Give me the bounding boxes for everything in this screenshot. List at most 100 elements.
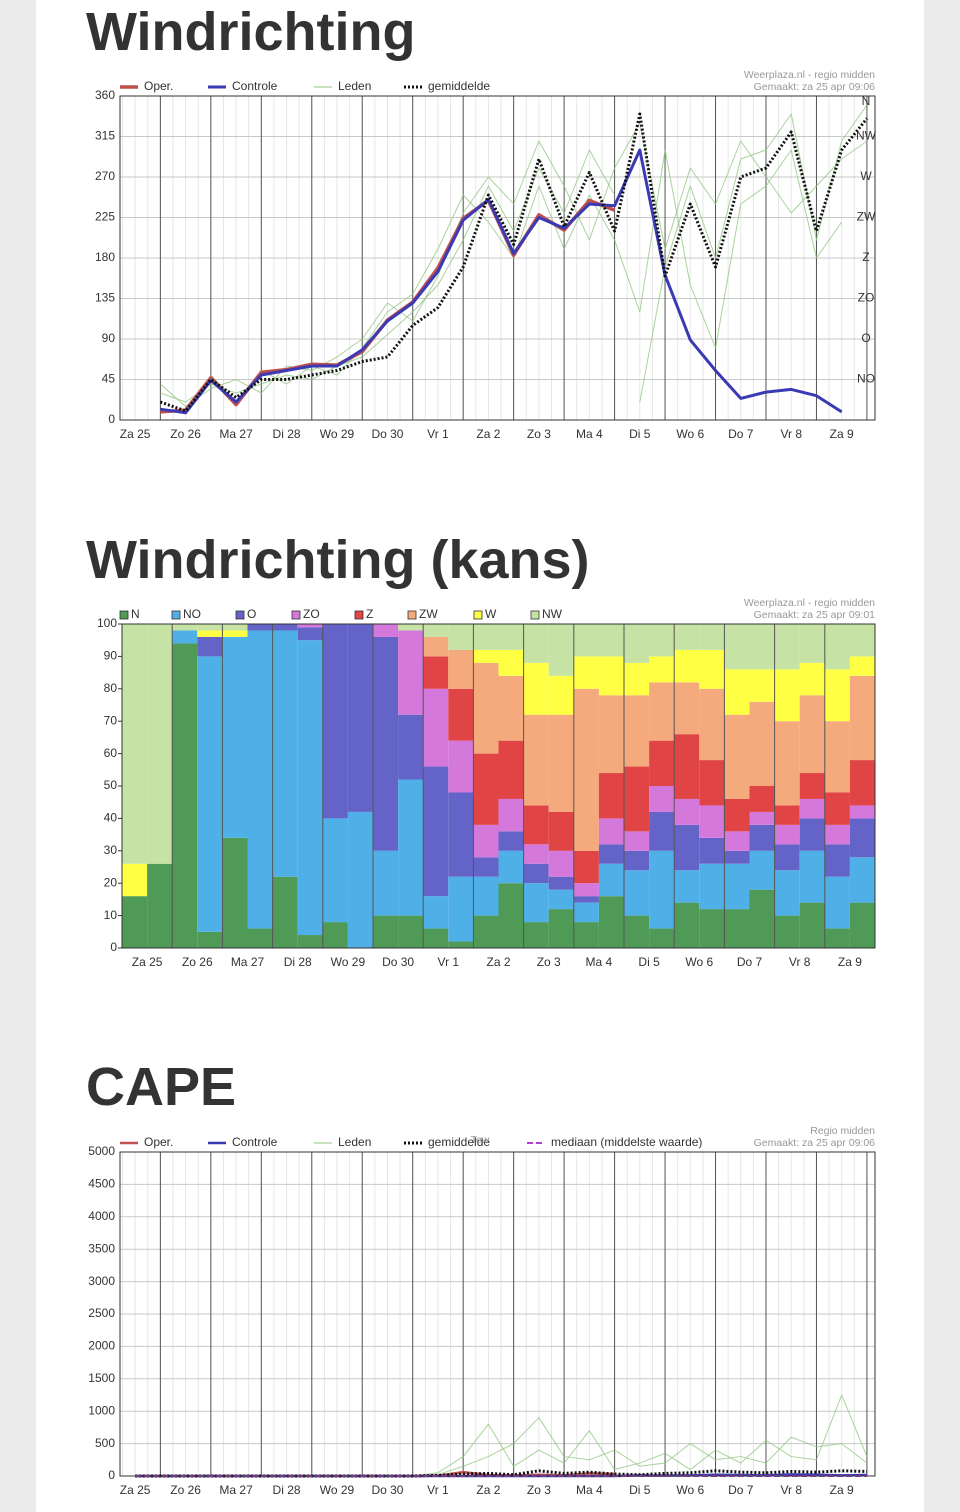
bar-segment xyxy=(247,928,273,948)
legend-label: gemiddelde xyxy=(428,79,490,93)
bar-segment xyxy=(322,818,348,923)
bar-segment xyxy=(373,915,399,948)
y2-tick-label: Z xyxy=(862,250,869,264)
x-tick-label: Wo 6 xyxy=(676,427,704,441)
legend-label: ZO xyxy=(303,607,320,621)
bar-segment xyxy=(398,630,424,715)
bar-segment xyxy=(347,811,373,948)
bar-segment xyxy=(699,760,725,806)
x-tick-label: Zo 3 xyxy=(527,1483,551,1497)
bar-segment xyxy=(824,624,850,670)
bar-segment xyxy=(598,624,624,657)
bar-segment xyxy=(423,766,449,897)
bar-segment xyxy=(674,798,700,825)
y-tick-label: 135 xyxy=(95,291,115,305)
bar-segment xyxy=(498,649,524,676)
x-tick-label: Di 5 xyxy=(629,1483,651,1497)
bar-segment xyxy=(423,896,449,929)
bar-segment xyxy=(448,688,474,741)
bar-segment xyxy=(473,662,499,754)
bar-segment xyxy=(674,649,700,683)
bar-segment xyxy=(573,922,599,948)
bar-segment xyxy=(473,857,499,877)
y-tick-label: 270 xyxy=(95,169,115,183)
x-tick-label: Vr 1 xyxy=(427,1483,449,1497)
bar-segment xyxy=(197,931,223,948)
chart-annotation: Weerplaza.nl - regio midden xyxy=(744,69,875,81)
x-tick-label: Zo 3 xyxy=(527,427,551,441)
y-tick-label: 180 xyxy=(95,250,115,264)
bar-segment xyxy=(398,915,424,948)
bar-segment xyxy=(799,695,825,774)
x-tick-label: Wo 6 xyxy=(676,1483,704,1497)
bar-segment xyxy=(122,896,148,948)
bar-segment xyxy=(724,831,750,851)
bar-segment xyxy=(649,811,675,851)
bar-segment xyxy=(222,636,248,838)
bar-segment xyxy=(624,766,650,832)
legend-swatch xyxy=(119,610,129,620)
y-tick-label: 80 xyxy=(104,681,118,695)
legend-label: O xyxy=(247,607,256,621)
y2-tick-label: N xyxy=(862,94,871,108)
bar-segment xyxy=(548,675,574,715)
x-tick-label: Wo 29 xyxy=(320,427,355,441)
x-tick-label: Ma 27 xyxy=(219,1483,253,1497)
bar-segment xyxy=(147,863,173,948)
bar-segment xyxy=(523,863,549,884)
bar-segment xyxy=(548,624,574,676)
bar-segment xyxy=(247,624,273,631)
bar-segment xyxy=(774,721,800,806)
y-tick-label: 0 xyxy=(108,1468,115,1482)
x-tick-label: Zo 3 xyxy=(537,955,561,969)
y-tick-label: 45 xyxy=(102,372,116,386)
y2-tick-label: W xyxy=(860,169,872,183)
bar-segment xyxy=(724,909,750,948)
y-tick-label: 2000 xyxy=(88,1339,115,1353)
bar-segment xyxy=(573,883,599,897)
bar-segment xyxy=(774,824,800,845)
x-tick-label: Zo 26 xyxy=(182,955,213,969)
bar-segment xyxy=(849,805,875,819)
bar-segment xyxy=(272,630,298,877)
chart-title: Windrichting (kans) xyxy=(86,530,590,590)
x-tick-label: Ma 4 xyxy=(576,427,603,441)
bar-segment xyxy=(548,811,574,851)
bar-segment xyxy=(649,740,675,786)
watermark: Tew xyxy=(471,1134,490,1146)
y-tick-label: 4000 xyxy=(88,1209,115,1223)
bar-segment xyxy=(473,753,499,825)
x-tick-label: Vr 8 xyxy=(780,427,802,441)
bar-segment xyxy=(222,624,248,631)
bar-segment xyxy=(749,701,775,786)
y-tick-label: 3000 xyxy=(88,1274,115,1288)
bar-segment xyxy=(799,818,825,851)
bar-segment xyxy=(548,909,574,948)
series-line xyxy=(160,148,843,415)
bar-segment xyxy=(824,844,850,877)
bar-segment xyxy=(523,844,549,864)
bar-segment xyxy=(548,889,574,910)
bar-segment xyxy=(473,915,499,948)
bar-segment xyxy=(448,649,474,689)
bar-segment xyxy=(398,779,424,916)
bar-segment xyxy=(498,740,524,799)
bar-segment xyxy=(297,627,323,641)
bar-segment xyxy=(498,883,524,948)
bar-segment xyxy=(498,624,524,650)
bar-segment xyxy=(398,624,424,631)
bar-segment xyxy=(573,902,599,923)
x-tick-label: Za 9 xyxy=(830,427,854,441)
x-tick-label: Za 25 xyxy=(132,955,163,969)
bar-segment xyxy=(272,624,298,631)
x-tick-label: Wo 6 xyxy=(685,955,713,969)
bar-segment xyxy=(122,863,148,897)
x-tick-label: Vr 1 xyxy=(438,955,460,969)
bar-segment xyxy=(598,773,624,819)
bar-segment xyxy=(749,889,775,948)
bar-segment xyxy=(197,656,223,932)
bar-segment xyxy=(172,630,198,644)
chart-annotation: Weerplaza.nl - regio midden xyxy=(744,597,875,609)
x-tick-label: Za 2 xyxy=(476,427,500,441)
